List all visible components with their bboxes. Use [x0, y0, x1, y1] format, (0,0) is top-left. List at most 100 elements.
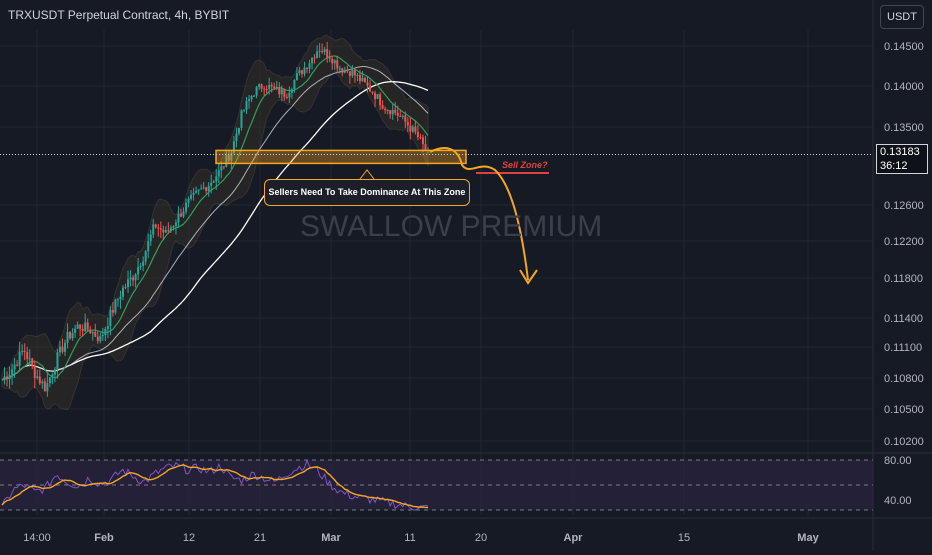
candle-body — [303, 67, 306, 74]
price-tick-label: 0.10200 — [884, 436, 924, 448]
candle-body — [149, 234, 152, 242]
watermark: SWALLOW PREMIUM — [300, 210, 603, 243]
candle-body — [23, 350, 26, 353]
bollinger-band — [1, 34, 429, 411]
candle-body — [142, 261, 145, 266]
price-tick-label: 0.13500 — [884, 122, 924, 134]
time-axis-label: Apr — [564, 532, 584, 544]
candle-body — [248, 99, 251, 102]
rsi-line — [1, 458, 429, 511]
price-tick-label: 0.11800 — [884, 273, 923, 285]
chart-title: TRXUSDT Perpetual Contract, 4h, BYBIT — [8, 8, 230, 22]
candle-body — [190, 194, 193, 199]
candle-body — [172, 225, 175, 228]
candle-body — [3, 376, 6, 381]
candle-body — [371, 91, 374, 94]
candle-body — [217, 170, 220, 177]
candle-body — [86, 322, 89, 330]
candle-body — [280, 89, 283, 95]
candle-body — [179, 213, 182, 217]
candle-body — [306, 67, 309, 69]
candle-body — [43, 381, 46, 392]
candle-body — [202, 187, 205, 189]
sell-zone-label: Sell Zone? — [502, 160, 548, 170]
candle-body — [336, 60, 339, 69]
candle-body — [227, 155, 230, 161]
price-tick-label: 0.14000 — [884, 81, 924, 93]
candle-body — [379, 94, 382, 106]
candle-body — [363, 77, 366, 83]
candle-body — [33, 365, 36, 379]
candle-body — [416, 131, 419, 138]
candle-body — [94, 332, 97, 337]
candle-body — [195, 190, 198, 193]
candle-body — [374, 93, 377, 99]
candle-body — [81, 328, 84, 332]
candle-body — [242, 109, 245, 111]
price-tick-label: 0.10800 — [884, 373, 924, 385]
candle-body — [11, 369, 14, 375]
time-axis-label: May — [797, 532, 819, 544]
candle-body — [323, 49, 326, 53]
candle-body — [139, 265, 142, 267]
candle-body — [348, 71, 351, 76]
candle-body — [66, 332, 69, 343]
candle-body — [376, 94, 379, 99]
candle-body — [215, 176, 218, 182]
candle-body — [134, 274, 137, 281]
candle-body — [240, 110, 243, 128]
candle-body — [89, 329, 92, 334]
candle-body — [222, 166, 225, 168]
candle-body — [96, 336, 99, 342]
currency-button[interactable]: USDT — [880, 5, 924, 29]
candle-body — [230, 152, 233, 161]
candle-body — [263, 88, 266, 90]
candle-body — [232, 141, 235, 153]
candle-body — [394, 109, 397, 113]
time-axis-label: 21 — [254, 532, 266, 544]
candle-body — [326, 49, 329, 58]
candle-body — [91, 332, 94, 334]
candle-body — [144, 251, 147, 262]
candle-body — [406, 121, 409, 126]
candle-body — [421, 137, 424, 145]
candle-body — [124, 286, 127, 288]
price-tick-label: 0.14500 — [884, 41, 924, 53]
candle-body — [358, 74, 361, 82]
candle-body — [290, 89, 293, 93]
candle-body — [298, 70, 301, 74]
candle-body — [56, 352, 59, 370]
current-price-value: 0.13183 — [880, 146, 920, 158]
candle-body — [343, 69, 346, 73]
candle-body — [79, 324, 82, 329]
candle-body — [167, 230, 170, 232]
candle-body — [255, 87, 258, 96]
candle-body — [41, 381, 44, 384]
ma-fast-line — [1, 55, 429, 381]
candle-body — [205, 187, 208, 191]
candle-body — [300, 70, 303, 74]
candle-body — [288, 92, 291, 98]
price-tick-label: 0.11100 — [884, 342, 922, 354]
candle-body — [318, 50, 321, 52]
candle-body — [114, 299, 117, 313]
candle-body — [48, 377, 51, 384]
candle-body — [409, 125, 412, 132]
candle-body — [116, 299, 119, 301]
zone-callout: Sellers Need To Take Dominance At This Z… — [264, 179, 470, 206]
candle-body — [174, 222, 177, 226]
time-axis-label: 20 — [475, 532, 487, 544]
candle-body — [159, 228, 162, 230]
candle-body — [220, 166, 223, 171]
candle-body — [76, 324, 79, 329]
rsi-tick-label: 40.00 — [884, 495, 912, 507]
candle-body — [210, 182, 213, 186]
candle-body — [71, 332, 74, 339]
candle-body — [295, 73, 298, 81]
candle-body — [424, 144, 427, 151]
price-tick-label: 0.10500 — [884, 404, 924, 416]
candle-body — [404, 115, 407, 122]
candle-body — [270, 84, 273, 87]
